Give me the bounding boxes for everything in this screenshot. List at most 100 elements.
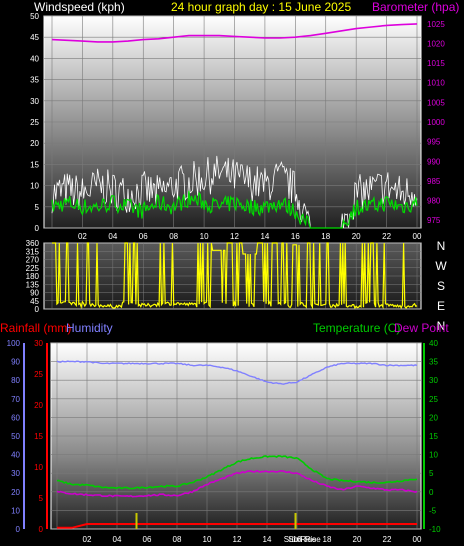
windspeed-axis: 0 5 10 15 20 25 30 35 40 45 50 xyxy=(30,12,39,233)
rainfall-tick-label: 5 xyxy=(39,494,44,503)
x-tick-label: 02 xyxy=(78,232,87,241)
wind-direction-line xyxy=(52,242,418,310)
climate-panel-series xyxy=(56,360,418,529)
rainfall-tick-label: 30 xyxy=(34,339,43,348)
direction-tick-label: 0 xyxy=(35,305,40,314)
humidity-tick-label: 80 xyxy=(11,376,20,385)
x-tick-label: 02 xyxy=(83,535,92,544)
x-tick-label: 20 xyxy=(353,535,362,544)
direction-tick-label: 315 xyxy=(26,247,40,256)
barometer-tick-label: 980 xyxy=(427,197,441,206)
direction-tick-label: 180 xyxy=(26,272,40,281)
rainfall-tick-label: 15 xyxy=(34,432,43,441)
graph-title: 24 hour graph day : 15 June 2025 xyxy=(171,0,351,14)
humidity-tick-label: 10 xyxy=(11,506,20,515)
windspeed-tick-label: 15 xyxy=(30,160,39,169)
humidity-axis-label: Humidity xyxy=(66,321,113,335)
rainfall-axis: 0 5 10 15 20 25 30 xyxy=(34,339,48,534)
x-tick-label: 08 xyxy=(169,232,178,241)
x-tick-label: 14 xyxy=(263,535,272,544)
temperature-tick-label: 15 xyxy=(429,432,438,441)
humidity-tick-label: 40 xyxy=(11,451,20,460)
x-tick-label: 06 xyxy=(139,232,148,241)
rainfall-line xyxy=(57,523,417,529)
wind-panel-grid xyxy=(44,15,421,229)
humidity-tick-label: 100 xyxy=(7,339,21,348)
humidity-tick-label: 90 xyxy=(11,358,20,367)
windspeed-tick-label: 10 xyxy=(30,182,39,191)
windspeed-tick-label: 5 xyxy=(35,203,40,212)
x-tick-label: 22 xyxy=(382,232,391,241)
temperature-tick-label: 25 xyxy=(429,395,438,404)
barometer-tick-label: 1005 xyxy=(427,98,445,107)
temperature-axis-label: Temperature (C) xyxy=(313,321,400,335)
x-tick-label: 18 xyxy=(321,232,330,241)
wind-panel-series xyxy=(51,23,418,229)
temperature-line xyxy=(56,454,418,490)
temperature-tick-label: 35 xyxy=(429,358,438,367)
direction-panel-series xyxy=(52,242,418,310)
x-tick-label: 06 xyxy=(143,535,152,544)
barometer-axis: 975 980 985 990 995 1000 1005 1010 1015 1020 1025 xyxy=(427,20,445,225)
x-tick-label: 00 xyxy=(413,232,422,241)
humidity-tick-label: 30 xyxy=(11,469,20,478)
barometer-tick-label: 995 xyxy=(427,138,441,147)
wind-panel-x-axis: 02 04 06 08 10 12 14 16 18 20 22 00 xyxy=(78,232,422,241)
barometer-tick-label: 1020 xyxy=(427,39,445,48)
barometer-axis-label: Barometer (hpa) xyxy=(372,0,459,14)
barometer-tick-label: 1000 xyxy=(427,118,445,127)
humidity-tick-label: 50 xyxy=(11,432,20,441)
temperature-tick-label: 5 xyxy=(429,469,434,478)
barometer-tick-label: 975 xyxy=(427,216,441,225)
dew-point-axis-label: Dew Point xyxy=(394,321,449,335)
windspeed-axis-label: Windspeed (kph) xyxy=(34,0,125,14)
direction-tick-label: 45 xyxy=(30,297,39,306)
windspeed-tick-label: 20 xyxy=(30,139,39,148)
x-tick-label: 16 xyxy=(293,535,302,544)
temperature-tick-label: 10 xyxy=(429,451,438,460)
barometer-tick-label: 1025 xyxy=(427,20,445,29)
rainfall-tick-label: 10 xyxy=(34,463,43,472)
humidity-tick-label: 60 xyxy=(11,413,20,422)
temperature-tick-label: 30 xyxy=(429,376,438,385)
sunrise-label: Sun Rise xyxy=(284,535,317,544)
direction-tick-label: 225 xyxy=(26,264,40,273)
x-tick-label: 04 xyxy=(113,535,122,544)
climate-panel-grid xyxy=(51,342,421,530)
temperature-tick-label: -5 xyxy=(429,506,437,515)
humidity-axis: 0 10 20 30 40 50 60 70 80 90 100 xyxy=(7,339,25,534)
direction-tick-label: 360 xyxy=(26,239,40,248)
compass-letter: W xyxy=(435,259,447,273)
x-tick-label: 10 xyxy=(200,232,209,241)
rainfall-axis-label: Rainfall (mm) xyxy=(0,321,71,335)
direction-tick-label: 90 xyxy=(30,289,39,298)
humidity-tick-label: 70 xyxy=(11,395,20,404)
sunrise-label: Sun Rise xyxy=(288,535,321,544)
temperature-tick-label: -10 xyxy=(429,525,441,534)
x-tick-label: 10 xyxy=(203,535,212,544)
temperature-tick-label: 40 xyxy=(429,339,438,348)
compass-letter: E xyxy=(437,299,445,313)
x-tick-label: 00 xyxy=(413,535,422,544)
windspeed-tick-label: 30 xyxy=(30,97,39,106)
x-tick-label: 12 xyxy=(233,535,242,544)
x-tick-label: 20 xyxy=(352,232,361,241)
rainfall-tick-label: 25 xyxy=(34,370,43,379)
compass-letter: N xyxy=(437,319,446,333)
barometer-tick-label: 990 xyxy=(427,157,441,166)
direction-tick-label: 135 xyxy=(26,280,40,289)
x-tick-label: 14 xyxy=(260,232,269,241)
windspeed-tick-label: 45 xyxy=(30,33,39,42)
windspeed-tick-label: 35 xyxy=(30,76,39,85)
temperature-tick-label: 20 xyxy=(429,413,438,422)
windspeed-tick-label: 50 xyxy=(30,12,39,21)
humidity-tick-label: 0 xyxy=(16,525,21,534)
x-tick-label: 12 xyxy=(230,232,239,241)
temperature-axis: -10 -5 0 5 10 15 20 25 30 35 40 xyxy=(423,339,441,534)
wind-average-line xyxy=(51,190,418,229)
windspeed-tick-label: 25 xyxy=(30,118,39,127)
